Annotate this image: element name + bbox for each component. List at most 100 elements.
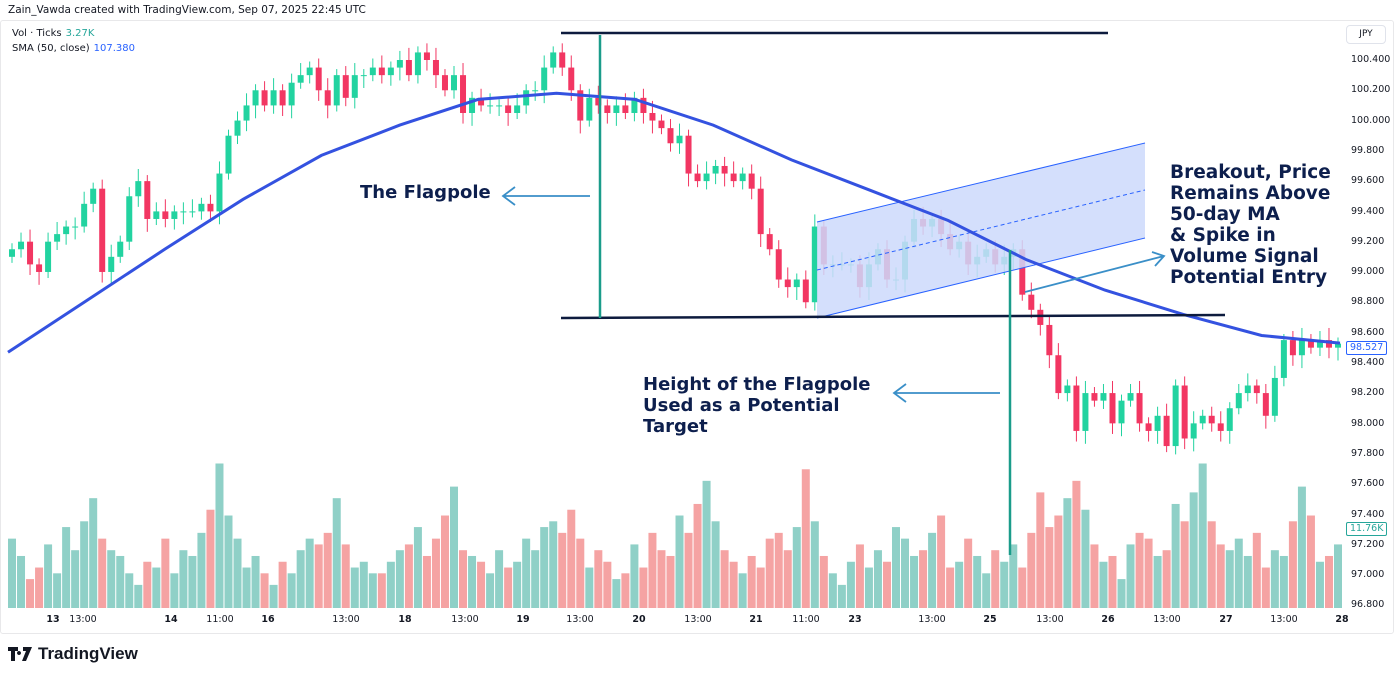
x-tick-label: 19 — [516, 614, 530, 625]
volume-bar — [459, 550, 468, 608]
volume-bar — [1117, 579, 1126, 608]
x-tick-label: 25 — [983, 614, 997, 625]
volume-bar — [973, 555, 982, 608]
flagpole-base-line[interactable] — [560, 313, 1226, 320]
volume-bar — [1189, 492, 1198, 608]
candle-body — [423, 52, 430, 60]
x-tick-label: 18 — [398, 614, 412, 625]
candle-body — [207, 203, 214, 212]
candle-body — [802, 279, 809, 303]
annotation-line: Potential Entry — [1170, 267, 1328, 288]
candle-body — [72, 226, 79, 228]
candle-body — [225, 135, 232, 174]
volume-bar — [422, 555, 431, 608]
x-tick-label: 20 — [632, 614, 646, 625]
channel-mid[interactable] — [816, 189, 1146, 271]
volume-bar — [26, 579, 35, 608]
candle-body — [414, 52, 421, 76]
volume-bar — [846, 561, 855, 608]
volume-bar — [531, 550, 540, 608]
volume-bar — [323, 532, 332, 608]
candle-body — [1082, 393, 1089, 431]
y-tick-label: 100.000 — [1351, 114, 1391, 126]
brand-name: TradingView — [38, 644, 138, 663]
volume-bar — [152, 567, 161, 608]
candle-body — [1046, 324, 1053, 356]
y-tick-label: 97.600 — [1351, 478, 1385, 490]
volume-bar — [179, 550, 188, 608]
candle-body — [126, 196, 133, 242]
tradingview-logo[interactable]: TradingView — [8, 644, 138, 664]
volume-bar — [314, 544, 323, 608]
volume-bar — [955, 561, 964, 608]
volume-bar — [242, 567, 251, 608]
candle-body — [541, 67, 548, 91]
annotation-line: Breakout, Price — [1170, 162, 1331, 183]
volume-bar — [991, 550, 1000, 608]
volume-bar — [1018, 567, 1027, 608]
channel-upper[interactable] — [816, 142, 1146, 223]
candle-body — [171, 211, 178, 219]
volume-bar — [1234, 538, 1243, 608]
chart-frame — [0, 20, 1394, 634]
volume-bar — [197, 532, 206, 608]
volume-bar — [206, 509, 215, 608]
candle-body — [496, 105, 503, 107]
candle-body — [658, 120, 665, 129]
volume-bar — [1315, 561, 1324, 608]
volume-bar — [341, 544, 350, 608]
candle-body — [234, 120, 241, 136]
credit-text: Zain_Vawda created with TradingView.com,… — [8, 4, 366, 16]
y-tick-label: 97.400 — [1351, 508, 1385, 520]
candle-body — [153, 211, 160, 219]
volume-bar — [837, 584, 846, 608]
tradingview-logo-icon — [8, 647, 32, 661]
candle-body — [216, 173, 223, 212]
volume-bar — [792, 527, 801, 608]
candle-body — [604, 105, 611, 113]
volume-bar — [287, 573, 296, 608]
volume-bar — [711, 521, 720, 608]
volume-bar — [693, 503, 702, 608]
candle-body — [1253, 385, 1260, 394]
breakout-label: Breakout, Price Remains Above 50-day MA & S… — [1170, 162, 1331, 288]
candle-body — [270, 90, 277, 106]
x-tick-label: 11:00 — [206, 614, 234, 625]
currency-button[interactable]: JPY — [1346, 25, 1386, 44]
volume-bar — [1334, 544, 1342, 608]
volume-bar — [1054, 515, 1063, 608]
channel-lower[interactable] — [816, 237, 1146, 319]
volume-bar — [1306, 515, 1315, 608]
volume-bar — [1090, 544, 1099, 608]
volume-bar — [143, 561, 152, 608]
volume-bar — [603, 561, 612, 608]
candle-body — [622, 105, 629, 113]
candle-body — [712, 165, 719, 174]
candle-body — [577, 90, 584, 121]
candle-body — [649, 112, 656, 121]
candle-body — [532, 90, 539, 92]
volume-bar — [332, 498, 341, 608]
price-chart[interactable] — [0, 0, 1400, 640]
candle-body — [460, 75, 467, 113]
y-tick-label: 99.800 — [1351, 144, 1385, 156]
candle-body — [793, 279, 800, 288]
candle-body — [703, 173, 710, 182]
candle-body — [1307, 340, 1314, 348]
volume-bar — [1261, 567, 1270, 608]
candle-body — [1037, 309, 1044, 325]
volume-bar — [783, 550, 792, 608]
volume-bar — [612, 579, 621, 608]
annotation-line: 50-day MA — [1170, 204, 1280, 225]
x-tick-label: 28 — [1335, 614, 1349, 625]
annotation-line: Used as a Potential — [643, 395, 840, 416]
candle-body — [54, 234, 61, 242]
x-tick-label: 27 — [1219, 614, 1233, 625]
price-tag: 98.527 — [1346, 341, 1388, 355]
volume-bar — [35, 567, 44, 608]
volume-bar — [431, 538, 440, 608]
volume-bar — [44, 544, 53, 608]
candle-body — [766, 234, 773, 250]
candle-body — [1127, 393, 1134, 401]
volume-bar — [495, 550, 504, 608]
